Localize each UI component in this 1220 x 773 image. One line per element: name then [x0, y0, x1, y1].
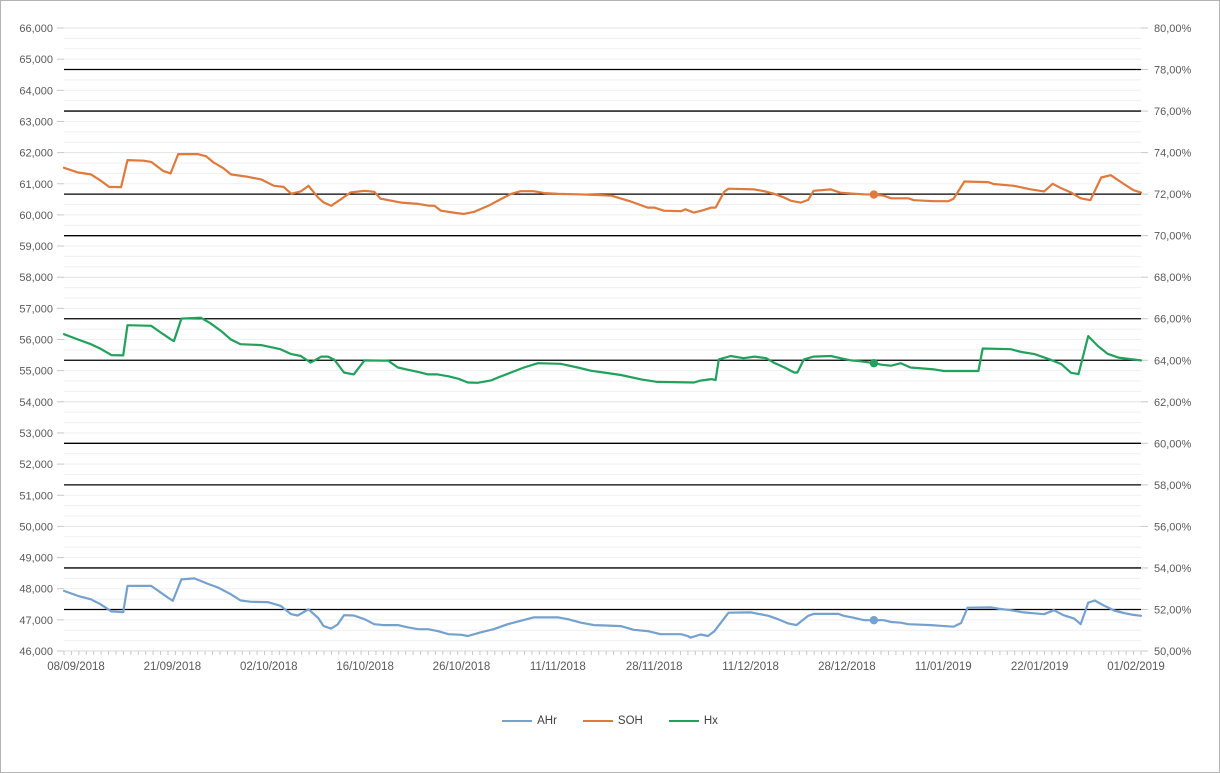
y-right-tick-label: 78,00% — [1154, 65, 1192, 77]
x-tick-label: 11/11/2018 — [530, 661, 586, 673]
y-right-tick-label: 56,00% — [1154, 521, 1192, 533]
y-left-tick-label: 62,000 — [19, 148, 53, 160]
y-left-tick-label: 49,000 — [19, 553, 53, 565]
y-left-tick-label: 63,000 — [19, 116, 53, 128]
y-left-tick-label: 56,000 — [19, 335, 53, 347]
y-left-tick-label: 65,000 — [19, 54, 53, 66]
axes — [57, 27, 1148, 655]
x-tick-label: 22/01/2019 — [1011, 661, 1069, 673]
x-tick-label: 26/10/2018 — [433, 661, 491, 673]
y-right-tick-label: 52,00% — [1154, 604, 1192, 616]
y-left-tick-label: 50,000 — [19, 521, 53, 533]
legend-label-hx: Hx — [703, 715, 718, 727]
y-left-tick-label: 57,000 — [19, 303, 53, 315]
legend-swatch-hx-icon — [668, 719, 699, 723]
highlight-marker-ahr[interactable] — [869, 615, 879, 625]
axis-labels: 66,000 65,000 64,000 63,000 62,000 61,000 60,0… — [19, 23, 1191, 673]
x-tick-label: 01/02/2019 — [1107, 661, 1165, 673]
y-left-tick-label: 55,000 — [19, 366, 53, 378]
y-left-tick-label: 47,000 — [19, 615, 53, 627]
y-left-tick-label: 46,000 — [19, 646, 53, 658]
y-right-tick-label: 58,00% — [1154, 480, 1192, 492]
y-right-tick-label: 62,00% — [1154, 397, 1192, 409]
y-left-tick-label: 64,000 — [19, 85, 53, 97]
series-line-soh[interactable] — [62, 153, 1143, 215]
y-left-tick-label: 48,000 — [19, 584, 53, 596]
y-right-tick-label: 50,00% — [1154, 646, 1192, 658]
legend-item-ahr[interactable]: AHr — [502, 715, 557, 727]
legend-label-soh: SOH — [617, 715, 643, 727]
y-left-tick-label: 51,000 — [19, 490, 53, 502]
legend: AHr SOH Hx — [1, 715, 1219, 727]
highlight-marker-soh[interactable] — [869, 190, 879, 199]
series-line-ahr[interactable] — [62, 577, 1143, 639]
y-left-tick-label: 66,000 — [19, 23, 53, 35]
legend-label-ahr: AHr — [537, 715, 557, 727]
x-tick-label: 28/12/2018 — [818, 661, 876, 673]
gridlines-minor — [64, 27, 1141, 652]
y-left-tick-label: 53,000 — [19, 428, 53, 440]
y-right-tick-label: 70,00% — [1154, 231, 1192, 243]
y-left-tick-label: 58,000 — [19, 272, 53, 284]
y-right-tick-label: 66,00% — [1154, 314, 1192, 326]
y-left-tick-label: 59,000 — [19, 241, 53, 253]
y-right-tick-label: 74,00% — [1154, 148, 1192, 160]
y-right-tick-label: 80,00% — [1154, 23, 1192, 35]
x-tick-label: 16/10/2018 — [336, 661, 394, 673]
y-right-tick-label: 72,00% — [1154, 189, 1192, 201]
legend-swatch-soh-icon — [582, 719, 613, 723]
x-tick-label: 02/10/2018 — [240, 661, 298, 673]
y-right-tick-label: 76,00% — [1154, 106, 1192, 118]
y-right-tick-label: 64,00% — [1154, 355, 1192, 367]
highlight-marker-hx[interactable] — [869, 358, 879, 368]
series-line-hx[interactable] — [62, 316, 1143, 384]
x-tick-label: 11/01/2019 — [915, 661, 972, 673]
y-left-tick-label: 54,000 — [19, 397, 53, 409]
legend-item-soh[interactable]: SOH — [582, 715, 643, 727]
y-right-tick-label: 60,00% — [1154, 438, 1192, 450]
legend-swatch-ahr-icon — [502, 719, 533, 723]
y-left-tick-label: 60,000 — [19, 210, 53, 222]
x-tick-label: 28/11/2018 — [626, 661, 683, 673]
y-left-tick-label: 52,000 — [19, 459, 53, 471]
legend-item-hx[interactable]: Hx — [668, 715, 718, 727]
x-tick-label: 08/09/2018 — [47, 661, 105, 673]
y-left-tick-label: 61,000 — [19, 179, 53, 191]
y-right-tick-label: 54,00% — [1154, 563, 1192, 575]
y-right-tick-label: 68,00% — [1154, 272, 1192, 284]
x-tick-label: 21/09/2018 — [144, 661, 202, 673]
x-tick-label: 11/12/2018 — [722, 661, 779, 673]
